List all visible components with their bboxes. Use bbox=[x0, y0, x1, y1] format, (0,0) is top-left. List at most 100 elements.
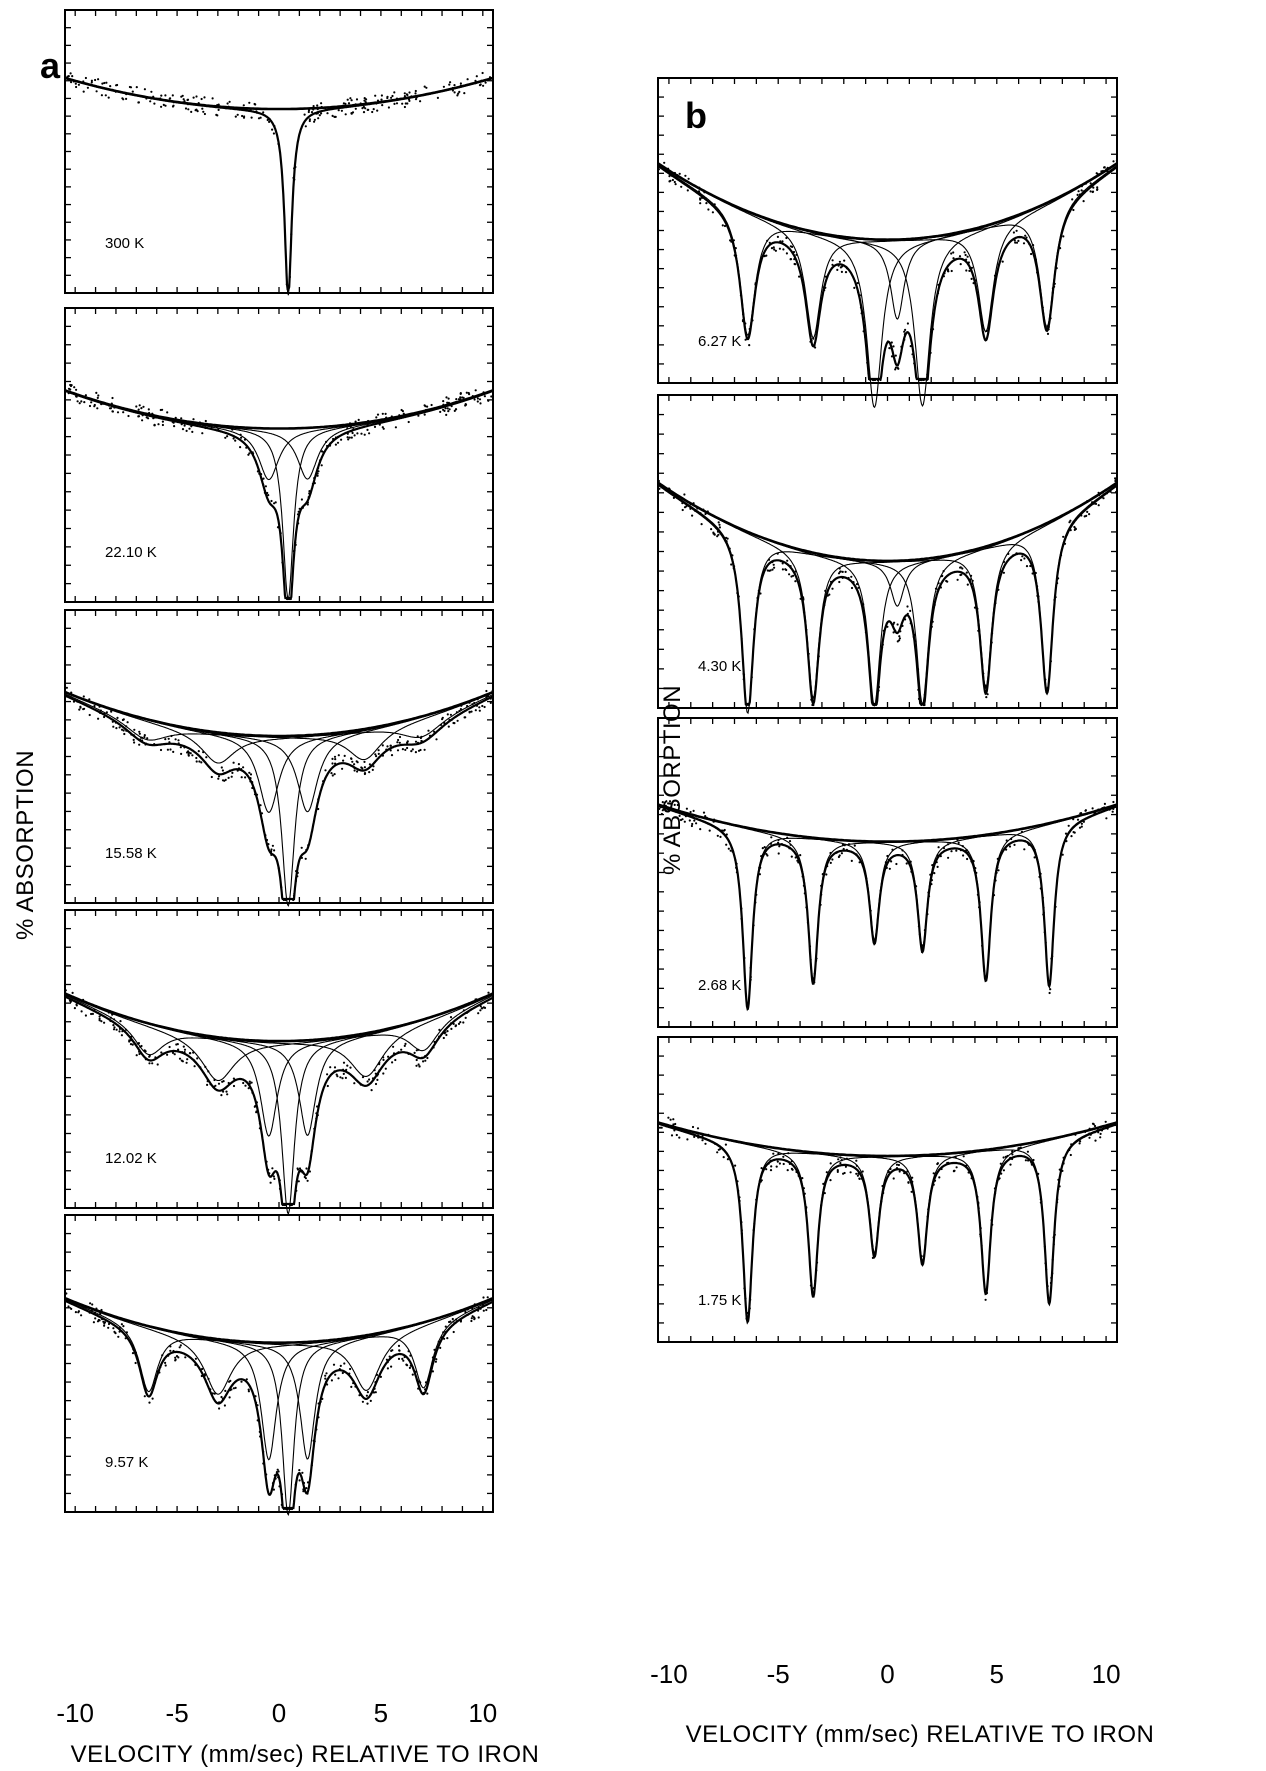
data-point bbox=[90, 1012, 93, 1016]
data-point bbox=[911, 1180, 914, 1183]
data-point bbox=[259, 1435, 262, 1438]
data-point bbox=[151, 1397, 154, 1400]
data-point bbox=[211, 97, 214, 100]
data-point bbox=[99, 711, 102, 715]
data-point bbox=[853, 844, 856, 847]
data-point bbox=[333, 115, 336, 118]
data-point bbox=[416, 1379, 419, 1382]
data-point bbox=[855, 853, 858, 856]
data-point bbox=[225, 1090, 228, 1093]
data-point bbox=[143, 1395, 146, 1398]
data-point bbox=[999, 570, 1003, 573]
data-point bbox=[975, 871, 978, 875]
data-point bbox=[696, 510, 699, 513]
data-point bbox=[936, 590, 939, 593]
data-point bbox=[361, 1400, 364, 1403]
data-point bbox=[103, 712, 106, 715]
data-point bbox=[406, 746, 409, 750]
data-point bbox=[1013, 239, 1016, 242]
data-point bbox=[181, 421, 184, 425]
data-point bbox=[970, 574, 973, 577]
data-point bbox=[871, 1256, 875, 1259]
data-point bbox=[910, 1190, 913, 1193]
data-point bbox=[918, 933, 921, 936]
data-point bbox=[330, 1379, 333, 1382]
data-point bbox=[273, 502, 276, 505]
data-point bbox=[449, 81, 452, 84]
data-point bbox=[749, 1298, 752, 1301]
data-point bbox=[907, 1181, 910, 1184]
data-point bbox=[448, 408, 451, 411]
data-point bbox=[979, 1227, 982, 1230]
spectrum-b-4: 1.75 K bbox=[657, 1036, 1118, 1343]
data-point bbox=[137, 415, 140, 418]
data-point bbox=[73, 386, 76, 389]
data-point bbox=[272, 1488, 275, 1491]
data-point bbox=[448, 718, 451, 722]
data-point bbox=[273, 1474, 276, 1477]
data-point bbox=[998, 856, 1001, 859]
data-point bbox=[284, 898, 287, 902]
data-point bbox=[740, 1221, 743, 1224]
data-point bbox=[737, 1189, 740, 1192]
data-point bbox=[231, 428, 234, 431]
data-point bbox=[247, 1390, 250, 1393]
component-peak-5 bbox=[657, 804, 1118, 981]
data-point bbox=[262, 1450, 265, 1453]
data-point bbox=[813, 981, 816, 984]
data-point bbox=[825, 1171, 828, 1174]
data-point bbox=[351, 765, 354, 768]
data-point bbox=[151, 1062, 154, 1065]
data-point bbox=[280, 886, 283, 889]
data-point bbox=[676, 174, 679, 177]
data-point bbox=[859, 306, 863, 309]
data-point bbox=[72, 995, 75, 999]
data-point bbox=[1032, 1158, 1035, 1162]
data-point bbox=[284, 1203, 287, 1207]
data-point bbox=[195, 756, 198, 760]
data-point bbox=[415, 1370, 418, 1373]
data-point bbox=[713, 1142, 717, 1145]
data-point bbox=[810, 698, 813, 701]
data-point bbox=[296, 875, 299, 878]
data-point bbox=[892, 631, 895, 634]
data-point bbox=[965, 571, 968, 574]
data-point bbox=[787, 1152, 790, 1155]
data-point bbox=[92, 1321, 95, 1324]
data-point bbox=[305, 1167, 308, 1170]
baseline-curve bbox=[64, 690, 494, 738]
data-point bbox=[245, 446, 248, 449]
data-point bbox=[1056, 1198, 1059, 1201]
data-point bbox=[732, 239, 736, 242]
data-point bbox=[193, 1059, 196, 1062]
data-point bbox=[823, 289, 826, 292]
data-point bbox=[857, 291, 860, 294]
data-point bbox=[1101, 807, 1104, 810]
data-point bbox=[699, 512, 702, 515]
data-point bbox=[478, 706, 481, 709]
data-point bbox=[774, 249, 778, 252]
data-point bbox=[374, 753, 377, 756]
data-point bbox=[478, 398, 482, 401]
data-point bbox=[150, 90, 153, 93]
data-point bbox=[446, 1030, 449, 1033]
data-point bbox=[1091, 1122, 1095, 1125]
data-point bbox=[802, 1187, 806, 1190]
data-point bbox=[90, 1309, 93, 1312]
data-point bbox=[88, 698, 91, 701]
x-tick-label: 0 bbox=[880, 1659, 894, 1689]
spectrum-b-2: 4.30 K bbox=[657, 394, 1118, 715]
data-point bbox=[1002, 560, 1006, 564]
data-point bbox=[839, 1162, 842, 1165]
data-point bbox=[125, 97, 128, 100]
data-point bbox=[419, 736, 422, 740]
data-point bbox=[75, 85, 78, 89]
data-point bbox=[373, 1387, 376, 1390]
data-point bbox=[822, 1182, 825, 1185]
data-point bbox=[172, 750, 175, 754]
data-point bbox=[109, 1010, 112, 1013]
data-point bbox=[843, 844, 846, 847]
data-point bbox=[678, 172, 681, 175]
data-point bbox=[94, 1317, 97, 1320]
data-point bbox=[94, 1311, 97, 1314]
